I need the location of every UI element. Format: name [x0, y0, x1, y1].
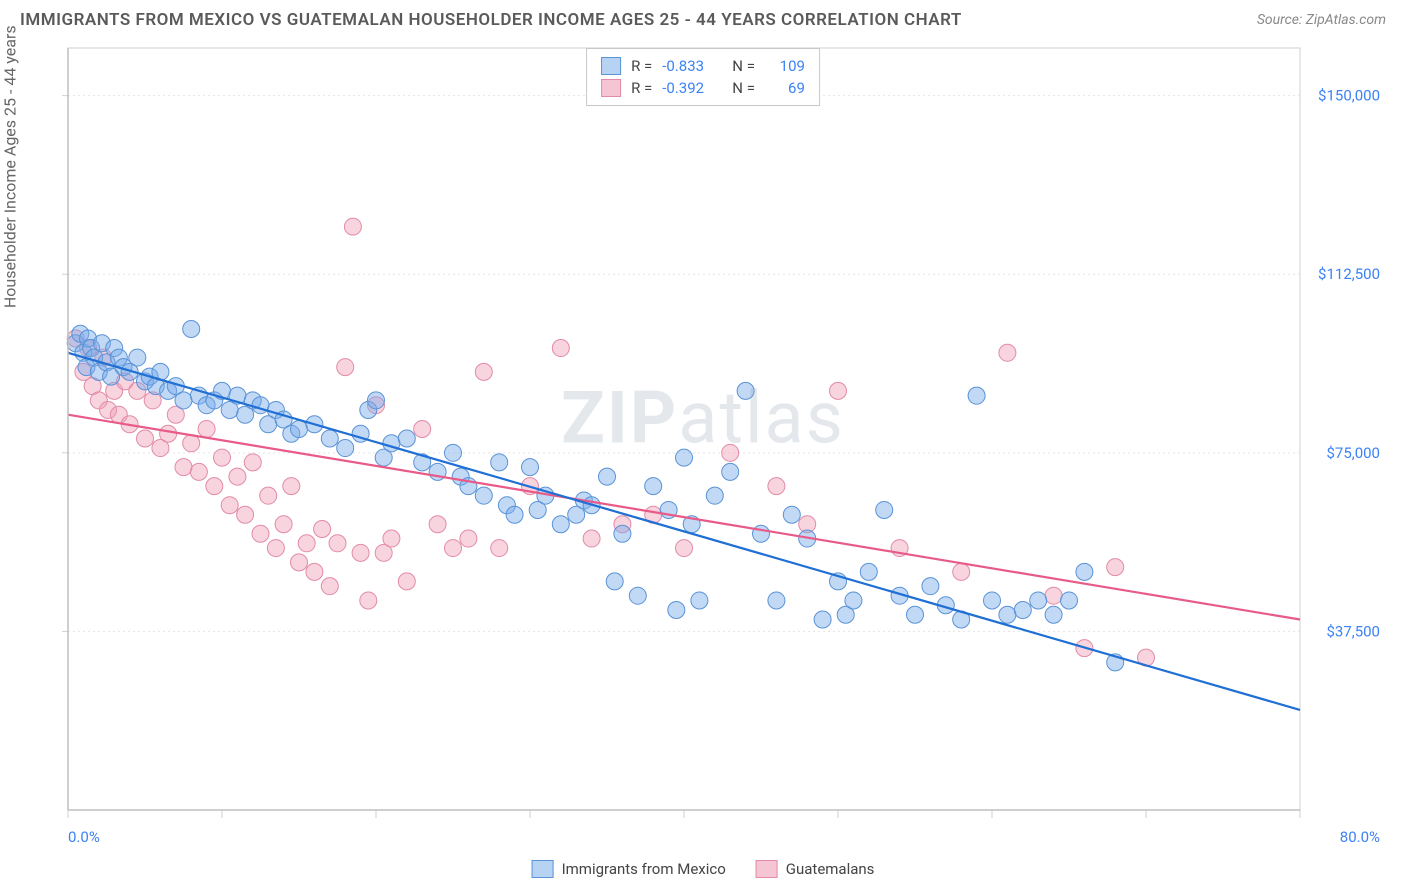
svg-text:$37,500: $37,500: [1326, 622, 1380, 640]
chart-title: IMMIGRANTS FROM MEXICO VS GUATEMALAN HOU…: [20, 10, 962, 30]
legend-entry-mexico: Immigrants from Mexico: [532, 860, 726, 878]
legend-label-mexico: Immigrants from Mexico: [562, 860, 726, 878]
chart-header: IMMIGRANTS FROM MEXICO VS GUATEMALAN HOU…: [0, 0, 1406, 36]
svg-text:80.0%: 80.0%: [1340, 828, 1380, 846]
stat-n-mexico: 109: [765, 57, 805, 75]
stats-row-guatemala: R = -0.392 N = 69: [601, 77, 805, 99]
svg-text:$112,500: $112,500: [1318, 265, 1380, 283]
legend-entry-guatemala: Guatemalans: [756, 860, 875, 878]
stat-label-r: R =: [631, 79, 652, 97]
swatch-guatemala: [601, 79, 621, 97]
legend-swatch-guatemala: [756, 860, 778, 878]
stat-label-n: N =: [732, 57, 755, 75]
swatch-mexico: [601, 57, 621, 75]
legend-label-guatemala: Guatemalans: [786, 860, 875, 878]
stat-label-n: N =: [732, 79, 755, 97]
plot-wrapper: Householder Income Ages 25 - 44 years $3…: [20, 40, 1386, 880]
source-attribution: Source: ZipAtlas.com: [1257, 12, 1386, 28]
stat-n-guatemala: 69: [765, 79, 805, 97]
y-axis-label: Householder Income Ages 25 - 44 years: [1, 25, 20, 308]
svg-text:$150,000: $150,000: [1318, 87, 1380, 105]
stat-r-guatemala: -0.392: [662, 79, 722, 97]
source-prefix: Source:: [1257, 12, 1306, 28]
scatter-chart: $37,500 $75,000 $112,500 $150,000 0.0% 80.0%: [60, 40, 1386, 870]
stats-legend-box: R = -0.833 N = 109 R = -0.392 N = 69: [586, 48, 820, 106]
legend-swatch-mexico: [532, 860, 554, 878]
stat-label-r: R =: [631, 57, 652, 75]
source-link[interactable]: ZipAtlas.com: [1306, 12, 1386, 28]
stats-row-mexico: R = -0.833 N = 109: [601, 55, 805, 77]
svg-text:0.0%: 0.0%: [68, 828, 100, 846]
bottom-legend: Immigrants from Mexico Guatemalans: [532, 860, 875, 878]
stat-r-mexico: -0.833: [662, 57, 722, 75]
svg-text:$75,000: $75,000: [1326, 444, 1380, 462]
